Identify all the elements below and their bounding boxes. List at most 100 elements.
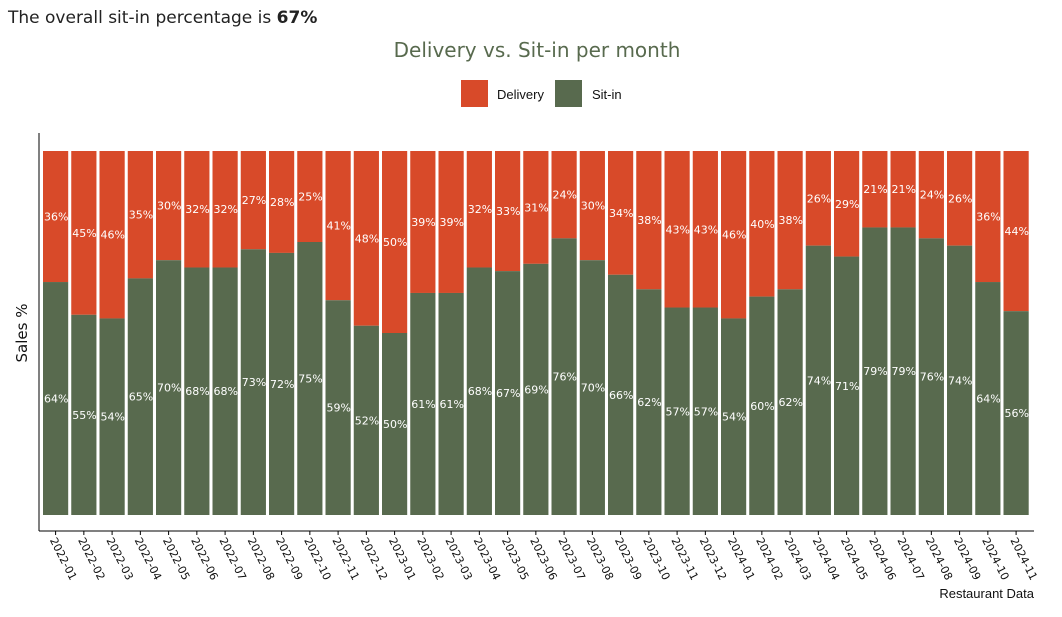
bar-delivery [466,151,492,268]
bar-label-delivery: 38% [637,214,661,227]
bar-delivery [240,151,266,250]
bar-label-sitin: 76% [553,371,577,384]
bar-sitin [664,307,690,515]
x-tick-label: 2024-04 [810,535,842,582]
bar-label-delivery: 41% [327,220,351,233]
bar-label-delivery: 32% [468,203,492,216]
bar-label-delivery: 30% [157,200,181,213]
bar-delivery [156,151,182,261]
x-tick-label: 2023-03 [442,535,474,582]
bar-label-delivery: 26% [948,192,972,205]
bar-delivery [890,151,916,228]
bar-delivery [975,151,1001,283]
bars-group: 36% 64% 45% 55% 46% 54% 35% 65% 30% 70% 32% 68% 32% 6… [43,151,1029,516]
bar-label-delivery: 21% [892,183,916,196]
bar-sitin [184,267,210,515]
x-tick-label: 2023-07 [555,535,587,582]
bar-delivery [71,151,97,315]
bar-delivery [184,151,210,268]
legend-swatch-sitin [555,80,582,107]
x-tick-label: 2023-01 [386,535,418,582]
bar-sitin [834,256,860,515]
x-tick-label: 2023-05 [499,535,531,582]
bar-delivery [749,151,775,297]
legend-label-sitin: Sit-in [592,87,622,102]
bar-sitin [805,245,831,515]
bar-label-sitin: 54% [101,411,125,424]
x-tick-label: 2024-07 [894,535,926,582]
bar-sitin [212,267,238,515]
bar-delivery [777,151,803,290]
y-axis-label: Sales % [13,304,31,363]
bar-delivery [636,151,662,290]
x-tick-label: 2022-03 [103,535,135,582]
bar-delivery [579,151,605,261]
bar-sitin [1003,311,1029,515]
bar-label-sitin: 62% [637,396,661,409]
bar-label-delivery: 36% [44,211,68,224]
bar-delivery [523,151,549,264]
bar-label-delivery: 44% [1005,225,1029,238]
bar-label-delivery: 45% [72,227,96,240]
bar-sitin [410,292,436,515]
bar-delivery [608,151,634,275]
bar-sitin [43,282,69,515]
x-tick-label: 2023-11 [668,535,700,582]
bar-label-sitin: 71% [835,380,859,393]
bar-sitin [127,278,153,515]
bar-label-delivery: 38% [779,214,803,227]
x-tick-label: 2022-09 [273,535,305,582]
x-tick-label: 2024-05 [838,535,870,582]
bar-label-delivery: 43% [694,223,718,236]
bar-label-sitin: 79% [892,365,916,378]
bar-label-delivery: 21% [863,183,887,196]
x-tick-label: 2023-10 [640,535,672,582]
bar-label-sitin: 75% [298,373,322,386]
bar-sitin [862,227,888,515]
bar-delivery [692,151,718,308]
bar-delivery [495,151,521,272]
bar-label-delivery: 36% [976,211,1000,224]
bar-delivery [834,151,860,257]
bar-label-sitin: 61% [440,398,464,411]
x-tick-label: 2024-10 [979,535,1011,582]
bar-delivery [551,151,577,239]
x-tick-label: 2023-08 [584,535,616,582]
bar-sitin [975,282,1001,515]
bar-sitin [297,242,323,515]
bar-label-sitin: 68% [468,385,492,398]
x-tick-label: 2024-01 [725,535,757,582]
bar-label-sitin: 74% [807,374,831,387]
bar-sitin [325,300,351,515]
x-tick-label: 2024-02 [753,535,785,582]
bar-label-sitin: 73% [242,376,266,389]
bar-label-sitin: 70% [581,382,605,395]
bar-sitin [579,260,605,515]
bar-label-sitin: 57% [666,405,690,418]
x-tick-label: 2022-08 [245,535,277,582]
chart-title: Delivery vs. Sit-in per month [394,38,681,62]
x-tick-label: 2024-08 [923,535,955,582]
bar-label-sitin: 59% [327,402,351,415]
bar-delivery [862,151,888,228]
bar-sitin [918,238,944,516]
bar-label-delivery: 50% [383,236,407,249]
bar-label-sitin: 79% [863,365,887,378]
bar-label-delivery: 32% [185,203,209,216]
bar-delivery [947,151,973,246]
bar-delivery [325,151,351,301]
bar-delivery [410,151,436,293]
bar-delivery [297,151,323,242]
bar-label-delivery: 46% [722,229,746,242]
bar-sitin [99,318,125,515]
legend: Delivery Sit-in [461,80,622,107]
bar-label-delivery: 25% [298,191,322,204]
bar-sitin [240,249,266,515]
x-tick-label: 2022-10 [301,535,333,582]
x-tick-label: 2022-12 [358,535,390,582]
overall-sitin-value: 67% [276,8,318,28]
bar-label-delivery: 29% [835,198,859,211]
bar-label-delivery: 26% [807,192,831,205]
bar-label-delivery: 39% [440,216,464,229]
bar-label-sitin: 57% [694,405,718,418]
